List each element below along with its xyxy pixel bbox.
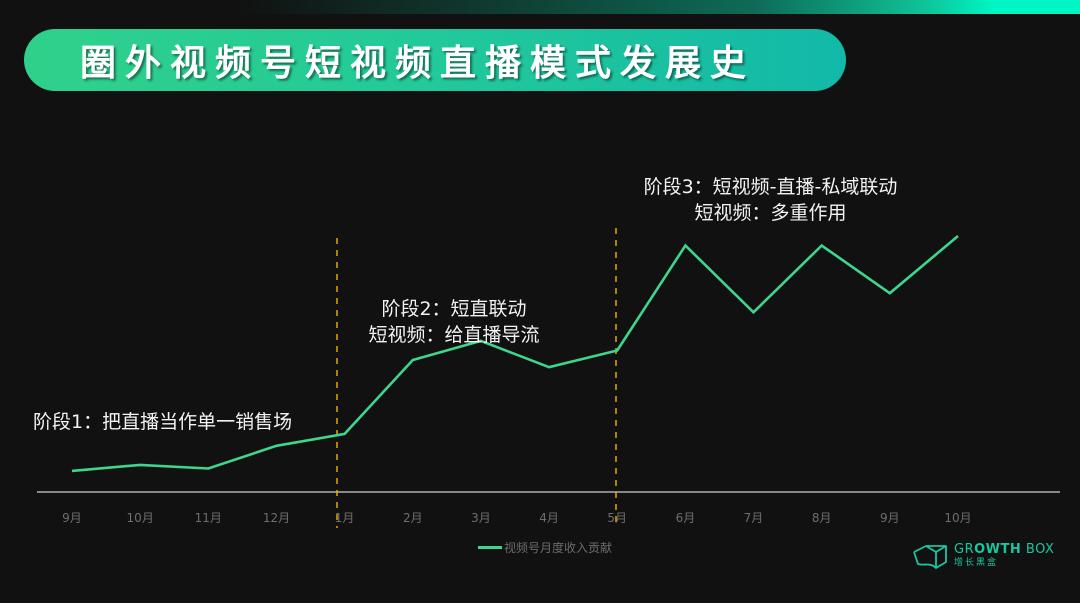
x-tick-label: 12月 — [263, 511, 290, 525]
stage2-title: 阶段2：短直联动 — [381, 298, 527, 320]
x-tick-label: 9月 — [62, 511, 82, 525]
legend-label: 视频号月度收入贡献 — [504, 541, 613, 555]
stage3-title: 阶段3：短视频-直播-私域联动 — [643, 176, 898, 198]
title-banner: 圈外视频号短视频直播模式发展史 — [24, 29, 846, 91]
x-tick-label: 7月 — [744, 511, 764, 525]
chart-legend: 视频号月度收入贡献 — [478, 539, 612, 556]
top-accent-bar — [0, 0, 1080, 14]
page-title: 圈外视频号短视频直播模式发展史 — [80, 43, 756, 84]
annotation-stage3: 阶段3：短视频-直播-私域联动 短视频：多重作用 — [628, 174, 913, 226]
x-tick-label: 4月 — [539, 511, 559, 525]
x-tick-label: 9月 — [880, 511, 900, 525]
stage2-subtitle: 短视频：给直播导流 — [368, 324, 540, 346]
x-tick-label: 10月 — [944, 511, 971, 525]
stage3-subtitle: 短视频：多重作用 — [694, 202, 847, 224]
x-tick-label: 1月 — [335, 511, 355, 525]
series-line — [71, 235, 959, 473]
legend-swatch — [478, 546, 502, 549]
growth-box-logo: GROWTH BOX 增长黑盒 — [912, 542, 1054, 570]
x-tick-label: 11月 — [195, 511, 222, 525]
x-tick-labels: 9月 10月 11月 12月 1月 2月 3月 4月 5月 6月 7月 8月 9月 10月 — [62, 511, 971, 525]
box-logo-icon — [913, 545, 947, 569]
x-tick-label: 5月 — [607, 511, 627, 525]
x-tick-label: 3月 — [471, 511, 491, 525]
annotation-stage2: 阶段2：短直联动 短视频：给直播导流 — [349, 296, 559, 348]
x-tick-label: 2月 — [403, 511, 423, 525]
x-tick-label: 8月 — [812, 511, 832, 525]
logo-wordmark: GROWTH BOX — [954, 542, 1055, 557]
x-tick-label: 10月 — [127, 511, 154, 525]
stage1-text: 阶段1：把直播当作单一销售场 — [33, 411, 293, 433]
logo-chinese: 增长黑盒 — [954, 558, 999, 568]
annotation-stage1: 阶段1：把直播当作单一销售场 — [33, 409, 292, 435]
x-tick-label: 6月 — [676, 511, 696, 525]
